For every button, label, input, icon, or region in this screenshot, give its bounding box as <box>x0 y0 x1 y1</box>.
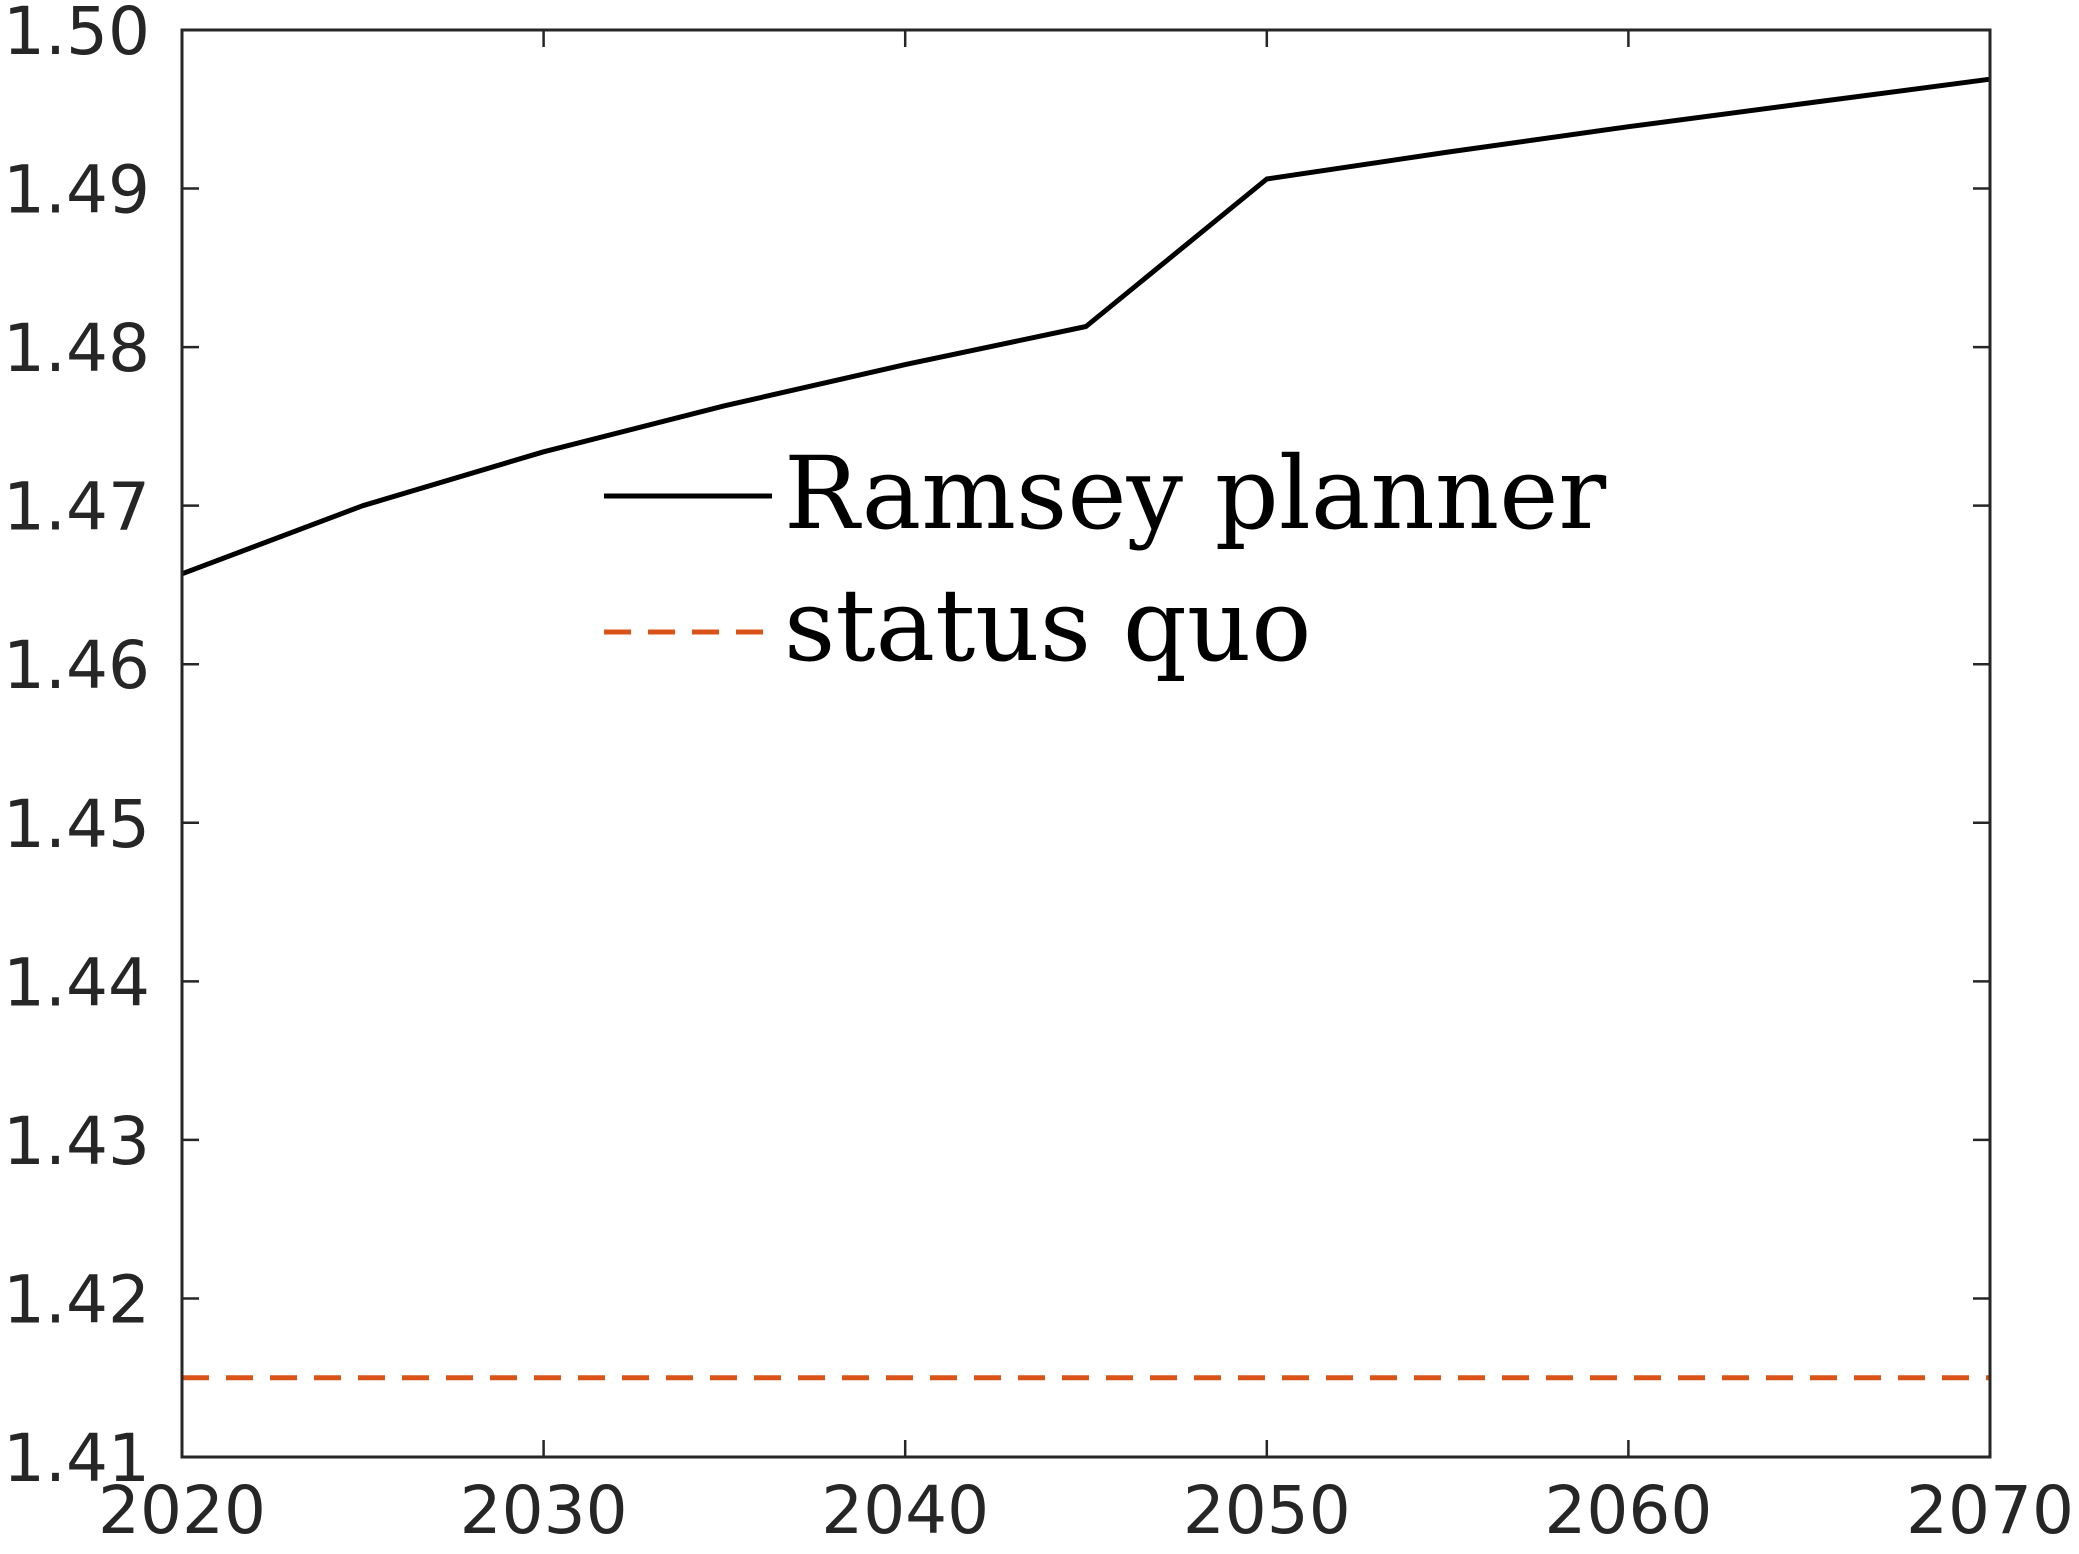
x-tick-labels: 2020 2030 2040 2050 2060 2070 <box>98 1472 2074 1549</box>
y-tick-label: 1.43 <box>3 1103 150 1180</box>
y-tick-label: 1.44 <box>3 944 150 1021</box>
legend: Ramsey planner status quo <box>604 435 1606 684</box>
x-tick-label: 2050 <box>1183 1472 1351 1549</box>
y-tick-label: 1.41 <box>3 1420 150 1497</box>
y-tick-label: 1.49 <box>3 152 150 229</box>
series-layer <box>181 76 1991 1381</box>
x-tick-label: 2040 <box>821 1472 989 1549</box>
axes-box <box>180 28 1992 1459</box>
legend-label: status quo <box>784 567 1311 684</box>
y-tick-label: 1.47 <box>3 469 150 546</box>
y-tick-label: 1.48 <box>3 310 150 387</box>
series-line-ramsey-planner <box>181 76 1991 577</box>
x-tick-label: 2030 <box>460 1472 628 1549</box>
y-tick-label: 1.46 <box>3 627 150 704</box>
y-tick-label: 1.42 <box>3 1261 150 1338</box>
x-tick-label: 2020 <box>98 1472 266 1549</box>
y-tick-labels: 1.41 1.42 1.43 1.44 1.45 1.46 1.47 1.48 1.49 1.50 <box>3 0 150 1497</box>
y-tick-label: 1.45 <box>3 786 150 863</box>
plot-area <box>182 30 1990 1457</box>
legend-label: Ramsey planner <box>784 435 1606 552</box>
x-tick-label: 2070 <box>1906 1472 2074 1549</box>
y-tick-label: 1.50 <box>3 0 150 70</box>
x-tick-label: 2060 <box>1544 1472 1712 1549</box>
